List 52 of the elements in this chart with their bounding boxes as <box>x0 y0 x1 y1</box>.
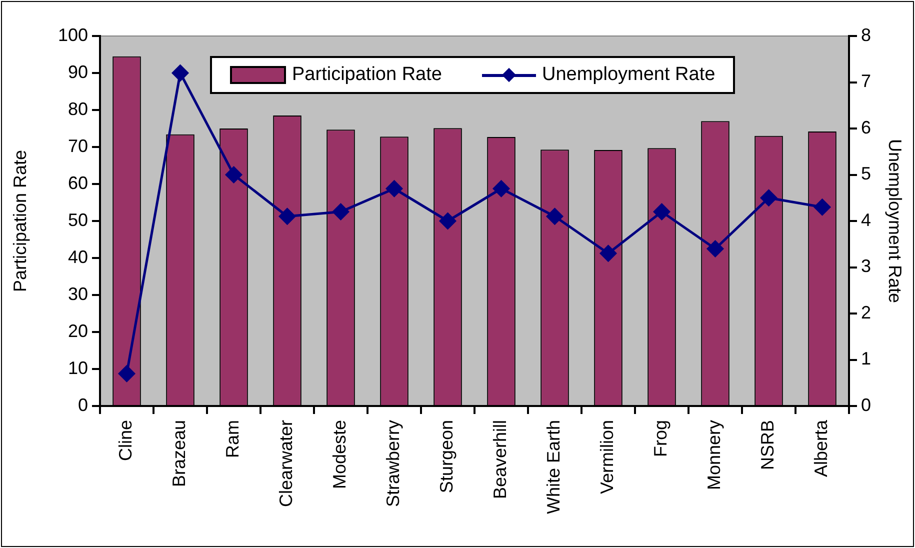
x-tick-label: Beaverhill <box>490 420 510 500</box>
y-tick-label: 50 <box>68 210 88 230</box>
y-tick-label: 30 <box>68 284 88 304</box>
x-tick-label: Vermilion <box>597 420 618 494</box>
y2-tick-label: 6 <box>861 117 872 138</box>
point <box>332 204 349 220</box>
y-tick-label: 20 <box>68 320 88 341</box>
y-tick-label: 60 <box>68 172 88 193</box>
legend-label: Participation Rate <box>292 64 442 86</box>
x-tick-label: NSRB <box>758 420 778 470</box>
y-tick-label: 100 <box>58 24 88 45</box>
point <box>493 180 510 197</box>
y2-tick-label: 8 <box>861 24 872 45</box>
x-tick-label: Frog <box>650 420 671 458</box>
x-tick-label: Ram <box>222 420 243 458</box>
y-axis-title: Participation Rate <box>10 150 30 292</box>
y2-tick-label: 4 <box>861 210 872 230</box>
point <box>118 365 135 382</box>
y2-tick-label: 2 <box>861 302 872 322</box>
y-tick-label: 40 <box>68 246 88 267</box>
y2-tick-label: 7 <box>861 71 872 92</box>
x-tick-label: Monnery <box>704 420 724 490</box>
y-tick-label: 0 <box>78 394 88 415</box>
y-tick-label: 90 <box>68 62 88 82</box>
point <box>600 245 616 262</box>
y2-axis-title: Unemployment Rate <box>885 138 906 304</box>
legend-label: Unemployment Rate <box>542 64 716 86</box>
x-tick-label: Strawberry <box>383 420 404 508</box>
point <box>172 64 188 82</box>
point <box>814 198 830 216</box>
x-tick-label: Modeste <box>330 420 350 490</box>
y-tick-label: 70 <box>68 136 88 156</box>
point <box>226 166 242 183</box>
point <box>654 204 670 220</box>
x-tick-label: Brazeau <box>169 420 190 488</box>
x-tick-label: White Earth <box>544 420 564 514</box>
x-tick-label: Cline <box>116 420 136 462</box>
point <box>279 208 296 225</box>
point <box>386 180 402 197</box>
y-tick-label: 10 <box>68 358 88 378</box>
point <box>546 208 563 225</box>
y2-tick-label: 1 <box>861 348 872 369</box>
y2-tick-label: 3 <box>861 256 872 276</box>
y-tick-label: 80 <box>68 98 88 119</box>
y2-tick-label: 5 <box>861 164 872 184</box>
y2-tick-label: 0 <box>861 394 872 415</box>
x-tick-label: Clearwater <box>276 420 296 508</box>
x-tick-label: Alberta <box>811 419 832 478</box>
point <box>440 212 456 230</box>
x-tick-label: Sturgeon <box>436 420 457 494</box>
point <box>760 190 777 206</box>
point <box>707 240 724 257</box>
